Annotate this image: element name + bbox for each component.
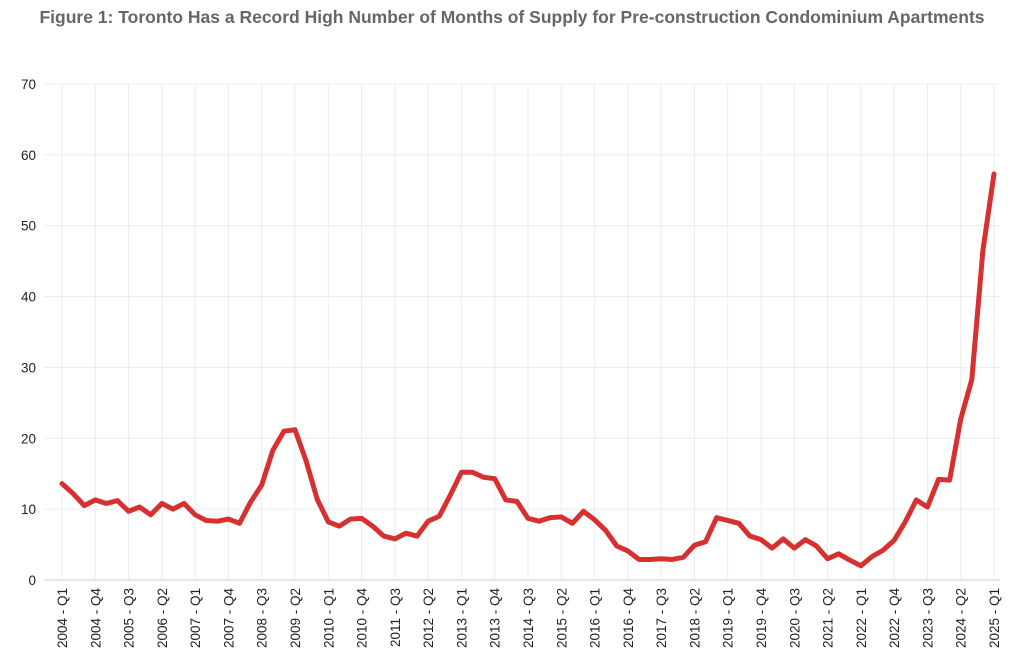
y-tick-label: 50 bbox=[21, 219, 36, 234]
x-tick-label: 2007 - Q1 bbox=[188, 588, 203, 648]
x-tick-label: 2017 - Q3 bbox=[654, 588, 669, 648]
y-tick-label: 60 bbox=[21, 148, 36, 163]
x-tick-label: 2012 - Q2 bbox=[421, 588, 436, 648]
x-tick-label: 2020 - Q3 bbox=[787, 588, 802, 648]
x-tick-label: 2019 - Q4 bbox=[754, 588, 769, 649]
x-tick-label: 2004 - Q4 bbox=[88, 588, 103, 649]
y-tick-label: 70 bbox=[21, 77, 36, 92]
y-tick-label: 0 bbox=[28, 573, 36, 588]
x-tick-label: 2016 - Q1 bbox=[588, 588, 603, 648]
x-tick-label: 2023 - Q3 bbox=[920, 588, 935, 648]
x-tick-label: 2015 - Q2 bbox=[554, 588, 569, 648]
series-line bbox=[59, 171, 997, 569]
x-tick-label: 2018 - Q2 bbox=[687, 588, 702, 648]
x-tick-label: 2009 - Q2 bbox=[288, 588, 303, 648]
x-tick-label: 2025 - Q1 bbox=[987, 588, 1002, 648]
chart-title: Figure 1: Toronto Has a Record High Numb… bbox=[39, 7, 985, 27]
x-tick-label: 2014 - Q3 bbox=[521, 588, 536, 648]
x-tick-label: 2011 - Q3 bbox=[388, 588, 403, 647]
x-tick-label: 2024 - Q2 bbox=[954, 588, 969, 648]
x-tick-label: 2021 - Q2 bbox=[821, 588, 836, 648]
x-tick-label: 2016 - Q4 bbox=[621, 588, 636, 649]
x-tick-label: 2010 - Q4 bbox=[355, 588, 370, 649]
x-tick-label: 2010 - Q1 bbox=[321, 588, 336, 648]
x-tick-label: 2019 - Q1 bbox=[721, 588, 736, 648]
x-tick-label: 2013 - Q4 bbox=[488, 588, 503, 649]
x-tick-label: 2007 - Q4 bbox=[221, 588, 236, 649]
y-tick-label: 30 bbox=[21, 360, 36, 375]
x-tick-label: 2022 - Q1 bbox=[854, 588, 869, 648]
x-tick-label: 2022 - Q4 bbox=[887, 588, 902, 649]
y-tick-label: 20 bbox=[21, 431, 36, 446]
x-tick-label: 2004 - Q1 bbox=[55, 588, 70, 648]
y-tick-label: 40 bbox=[21, 290, 36, 305]
y-tick-label: 10 bbox=[21, 502, 36, 517]
x-tick-label: 2013 - Q1 bbox=[454, 588, 469, 648]
x-tick-label: 2005 - Q3 bbox=[122, 588, 137, 648]
x-tick-label: 2006 - Q2 bbox=[155, 588, 170, 648]
x-tick-label: 2008 - Q3 bbox=[255, 588, 270, 648]
